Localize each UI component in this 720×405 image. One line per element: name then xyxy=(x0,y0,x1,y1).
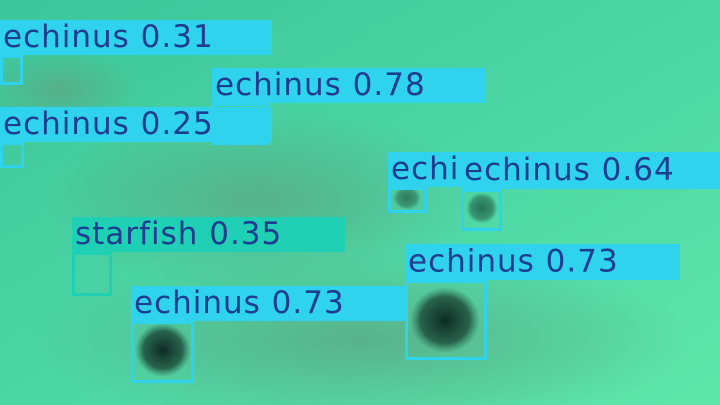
label-background xyxy=(0,107,272,142)
label-background xyxy=(0,20,272,55)
detection-label: echinus 0.64 xyxy=(464,152,675,188)
detection-box xyxy=(388,187,427,213)
detection-label: starfish 0.35 xyxy=(75,216,282,252)
detection-label: echinus 0.31 xyxy=(3,19,214,55)
label-background xyxy=(405,244,680,280)
detection-box xyxy=(461,189,502,231)
detection-label: echinus 0.73 xyxy=(408,244,619,280)
urchin xyxy=(466,192,498,224)
label-background xyxy=(72,217,345,252)
label-background xyxy=(461,152,720,189)
label-background xyxy=(131,286,405,321)
label-background xyxy=(212,68,486,103)
urchin xyxy=(135,323,191,377)
detection-box xyxy=(0,55,23,85)
urchin xyxy=(410,287,480,353)
detection-box xyxy=(131,321,194,383)
detection-box xyxy=(405,280,487,360)
detection-box xyxy=(72,252,112,296)
detection-label: echinus 0.25 xyxy=(3,106,214,142)
urchin xyxy=(393,186,421,210)
detection-label: echinus 0.78 xyxy=(215,67,426,103)
detection-label: echinus 0.73 xyxy=(134,285,345,321)
detection-box xyxy=(0,142,24,168)
